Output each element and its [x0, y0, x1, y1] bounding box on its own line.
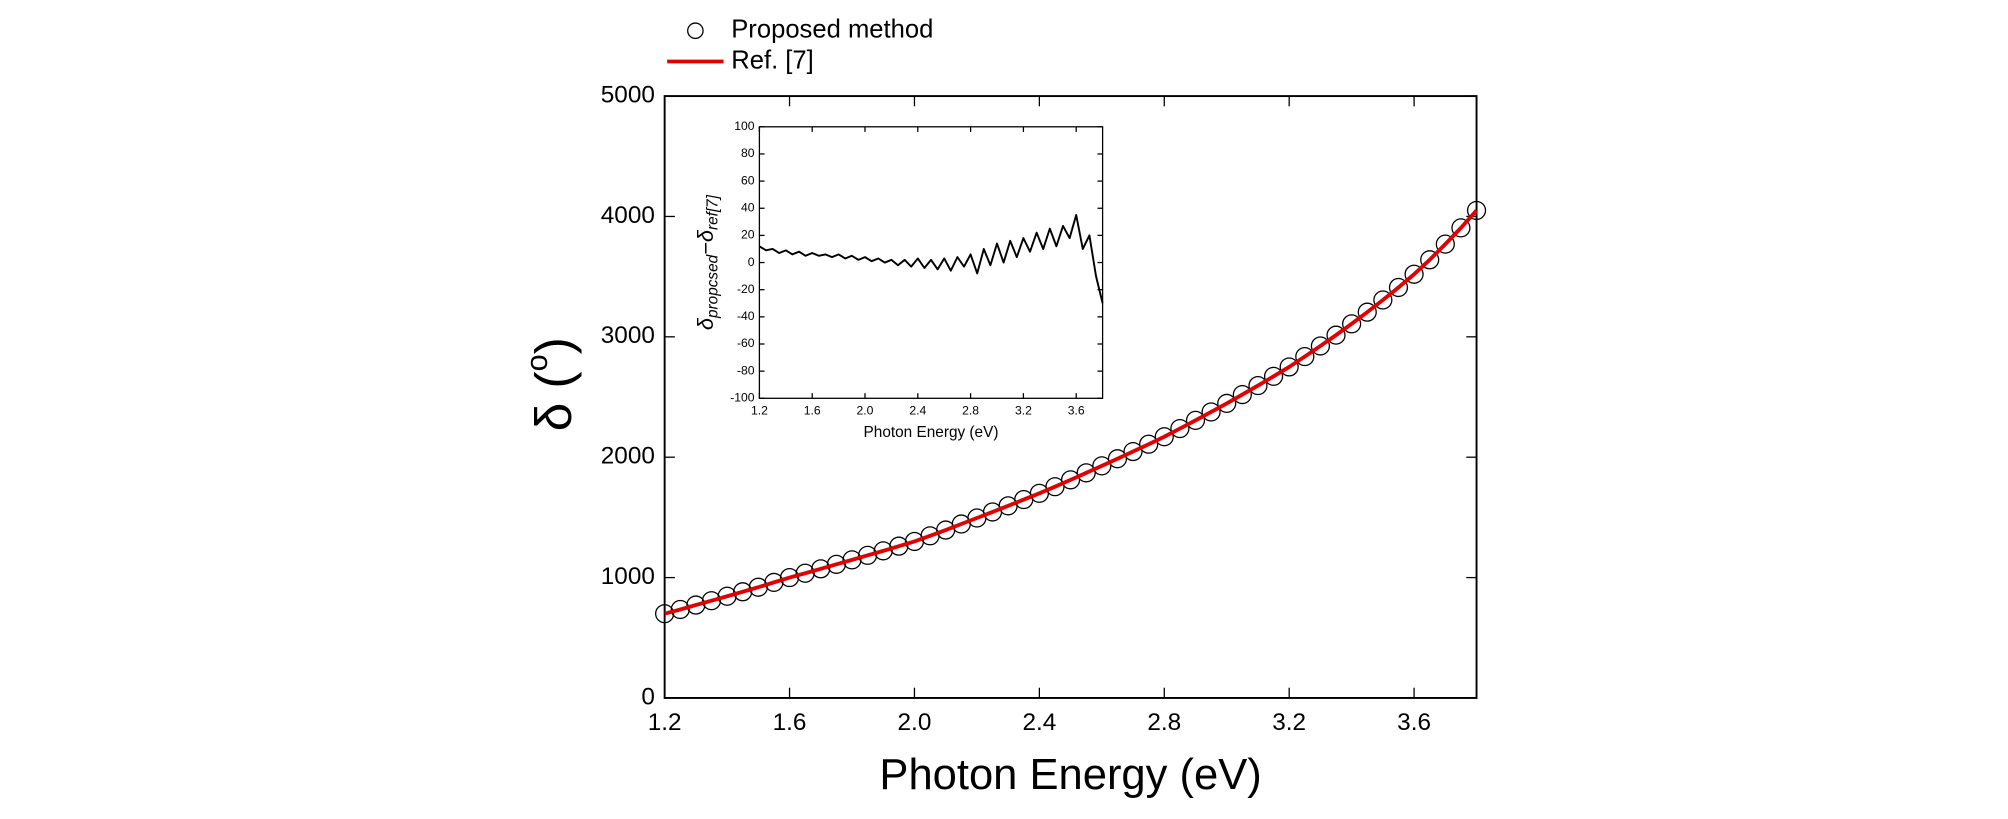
inset-y-axis-title: δpropcsed−δref[7] [693, 194, 722, 330]
data-point [1139, 434, 1159, 454]
data-point [1217, 393, 1237, 413]
y-title-part: −δ [693, 229, 718, 255]
data-point [1310, 336, 1331, 356]
data-point [873, 541, 893, 561]
x-tick-label: 1.6 [773, 709, 807, 736]
y-tick-label: 40 [741, 200, 755, 214]
data-point [1201, 402, 1221, 422]
data-point [655, 604, 675, 624]
y-tick-label: 80 [741, 146, 755, 160]
data-point [717, 586, 737, 606]
y-tick-label: 0 [641, 683, 655, 710]
y-title-part: δ ( [525, 371, 582, 431]
y-title-sub: ref[7] [704, 194, 721, 230]
x-tick-label: 3.6 [1397, 709, 1431, 736]
data-point [1263, 366, 1284, 386]
data-point [1466, 200, 1487, 221]
data-point [1092, 456, 1112, 476]
data-point [1107, 449, 1128, 469]
x-tick-label: 2.4 [1022, 709, 1056, 736]
y-tick-label: 3000 [601, 322, 655, 349]
y-tick-label: -20 [737, 282, 755, 296]
plot-frame [758, 126, 1104, 399]
data-point [686, 595, 706, 615]
data-point [1326, 325, 1346, 345]
y-tick-label: 1000 [601, 563, 655, 590]
data-point [1451, 218, 1471, 238]
data-point [1388, 277, 1409, 298]
data-point [1357, 302, 1377, 322]
data-point [1060, 470, 1081, 490]
x-tick-label: 3.2 [1272, 709, 1306, 736]
x-tick-label: 3.2 [1015, 403, 1032, 417]
data-point [701, 591, 722, 611]
y-tick-label: 100 [734, 119, 755, 133]
data-point [1404, 264, 1424, 284]
data-line [758, 214, 1104, 304]
data-point [1123, 441, 1143, 462]
data-point [748, 577, 768, 597]
x-tick-label: 3.6 [1068, 403, 1085, 417]
y-axis-title: δ (o) [519, 337, 581, 431]
data-point [842, 550, 862, 570]
x-tick-label: 2.4 [909, 403, 926, 417]
y-tick-label: 60 [741, 173, 755, 187]
data-point [1435, 234, 1455, 254]
x-tick-label: 2.8 [962, 403, 979, 417]
data-point [826, 554, 846, 574]
x-tick-label: 1.6 [804, 403, 821, 417]
plot-frame [663, 95, 1478, 699]
legend-marker [687, 22, 704, 40]
data-point [764, 572, 784, 593]
data-point [1279, 357, 1299, 377]
data-point [858, 545, 878, 565]
x-tick-label: 1.2 [751, 403, 768, 417]
legend-label: Proposed method [731, 16, 933, 44]
y-tick-label: 20 [741, 228, 755, 242]
data-point [1342, 314, 1362, 334]
data-point [1373, 290, 1393, 310]
data-point [811, 559, 831, 579]
data-point [795, 563, 815, 583]
y-tick-label: 0 [748, 255, 755, 269]
data-point [733, 582, 753, 602]
y-tick-label: -80 [737, 363, 755, 377]
x-tick-label: 2.0 [857, 403, 874, 417]
data-point [1232, 385, 1252, 405]
y-tick-label: -40 [737, 309, 755, 323]
y-title-sub: propcsed [704, 254, 721, 319]
y-tick-label: -60 [737, 336, 755, 350]
legend-label: Ref. [7] [731, 46, 814, 74]
data-line [664, 209, 1478, 616]
data-point [1170, 418, 1190, 439]
y-title-sup: o [519, 354, 554, 371]
data-point [670, 599, 690, 620]
y-tick-label: 2000 [601, 443, 655, 470]
data-point [1248, 375, 1268, 396]
data-point [1185, 410, 1206, 430]
data-point [1154, 427, 1174, 447]
x-tick-label: 2.8 [1147, 709, 1181, 736]
inset-x-axis-title: Photon Energy (eV) [864, 424, 999, 441]
data-point [1420, 250, 1440, 270]
y-tick-label: -100 [730, 391, 755, 405]
data-point [1295, 346, 1315, 367]
y-tick-label: 4000 [601, 202, 655, 229]
x-axis-title: Photon Energy (eV) [879, 751, 1261, 799]
data-point [1076, 463, 1096, 483]
y-title-part: δ [693, 317, 718, 330]
x-tick-label: 1.2 [648, 709, 682, 736]
data-point [889, 536, 909, 556]
y-tick-label: 5000 [601, 81, 655, 108]
x-tick-label: 2.0 [898, 709, 932, 736]
y-title-part: ) [525, 337, 582, 354]
data-point [779, 567, 800, 588]
